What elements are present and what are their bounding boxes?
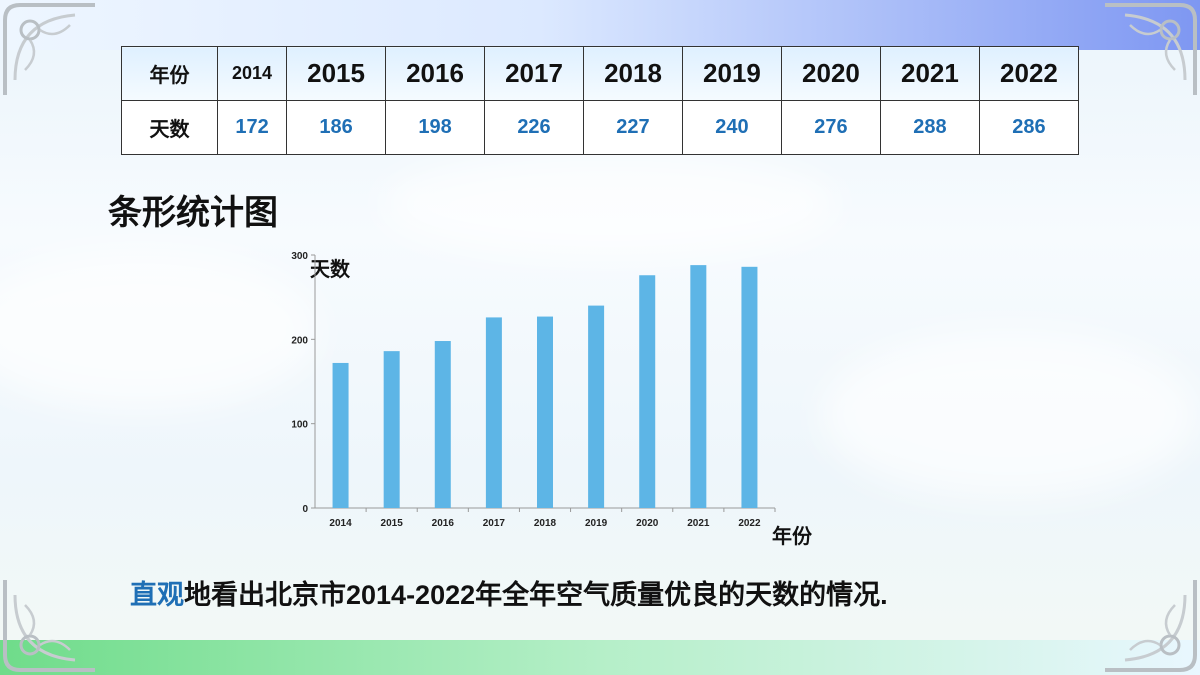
table-year-cell: 2019 (681, 46, 782, 101)
corner-ornament-icon (3, 580, 95, 672)
chart-bar (485, 317, 502, 508)
table-row-header: 天数 (121, 100, 218, 155)
table-year-cell: 2018 (583, 46, 683, 101)
corner-ornament-icon (3, 3, 95, 95)
bottom-band (0, 640, 1200, 675)
table-row-years: 年份 2014 2015 2016 2017 2018 2019 2020 20… (121, 46, 1080, 101)
chart-bar (690, 265, 707, 508)
corner-ornament-icon (1105, 3, 1197, 95)
x-tick-label: 2017 (483, 518, 506, 529)
y-tick-label: 0 (302, 504, 308, 515)
chart-bar (741, 266, 758, 508)
table-year-cell: 2020 (780, 46, 881, 101)
y-tick-label: 100 (291, 420, 308, 431)
table-year-cell: 2014 (216, 46, 288, 101)
x-tick-label: 2016 (432, 518, 455, 529)
cloud-decoration (820, 330, 1200, 500)
chart-ticks: 0 100 200 300 2014 2015 2016 2017 2018 2019 2020 20… (291, 251, 776, 529)
table-year-cell: 2021 (879, 46, 980, 101)
table-row-days: 天数 172 186 198 226 227 240 276 288 286 (121, 100, 1080, 155)
y-tick-label: 200 (291, 335, 308, 346)
bar-chart: 天数 年份 0 100 200 300 2014 2015 2016 2017 2018 2019… (291, 251, 813, 548)
chart-bars (332, 265, 758, 508)
top-band (0, 0, 1200, 50)
table-value-cell: 172 (216, 100, 288, 155)
y-axis-label: 天数 (310, 257, 351, 281)
chart-bar (434, 341, 451, 508)
slide-title: 条形统计图 (108, 194, 278, 232)
chart-bar (537, 316, 553, 508)
data-table: 年份 2014 2015 2016 2017 2018 2019 2020 20… (121, 46, 1080, 155)
x-tick-label: 2019 (585, 518, 608, 529)
x-tick-label: 2015 (381, 518, 404, 529)
caption-text: 地看出北京市2014-2022年全年空气质量优良的天数的情况. (184, 580, 888, 610)
x-tick-label: 2022 (738, 518, 761, 529)
x-tick-label: 2018 (534, 518, 557, 529)
y-tick-label: 300 (291, 251, 308, 262)
table-value-cell: 186 (286, 100, 387, 155)
x-tick-label: 2020 (636, 518, 659, 529)
table-value-cell: 227 (583, 100, 683, 155)
caption-emphasis: 直观 (130, 580, 184, 610)
table-year-cell: 2022 (978, 46, 1080, 101)
table-value-cell: 286 (978, 100, 1080, 155)
cloud-decoration (0, 250, 320, 410)
caption: 直观地看出北京市2014-2022年全年空气质量优良的天数的情况. (130, 573, 888, 612)
chart-bar (332, 362, 349, 508)
table-value-cell: 276 (780, 100, 881, 155)
x-tick-label: 2014 (329, 518, 352, 529)
table-value-cell: 198 (385, 100, 486, 155)
x-axis-label: 年份 (772, 524, 813, 548)
chart-bar (588, 305, 605, 508)
chart-bar (639, 275, 656, 508)
x-tick-label: 2021 (687, 518, 710, 529)
table-year-cell: 2016 (385, 46, 486, 101)
table-year-cell: 2015 (286, 46, 387, 101)
cloud-decoration (380, 150, 840, 260)
table-year-cell: 2017 (484, 46, 584, 101)
corner-ornament-icon (1105, 580, 1197, 672)
table-value-cell: 226 (484, 100, 584, 155)
table-row-header: 年份 (121, 46, 218, 101)
table-value-cell: 240 (681, 100, 782, 155)
table-value-cell: 288 (879, 100, 980, 155)
chart-bar (383, 351, 400, 508)
